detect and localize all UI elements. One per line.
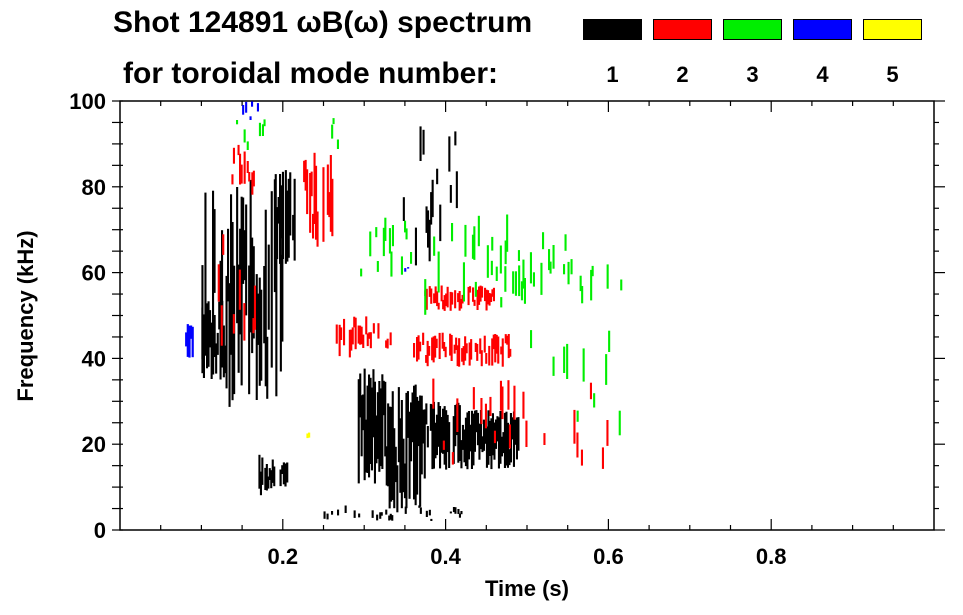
mode-1-region xyxy=(357,368,390,487)
legend-caption: for toroidal mode number: xyxy=(123,57,498,90)
mode-1-region xyxy=(274,170,296,264)
mode-5-region xyxy=(306,432,311,439)
x-tick-label: 0.4 xyxy=(430,544,461,569)
mode-1-region xyxy=(258,454,276,496)
mode-4-region xyxy=(242,101,259,120)
mode-2-region xyxy=(231,144,255,195)
mode-3-region xyxy=(530,330,621,436)
mode-2-region xyxy=(432,378,609,469)
mode-2-region xyxy=(335,316,357,358)
legend-label-mode-3: 3 xyxy=(746,62,759,87)
legend-swatch-mode-1 xyxy=(583,19,642,40)
mode-1-series xyxy=(201,126,520,521)
mode-1-region xyxy=(201,300,227,379)
legend-label-mode-4: 4 xyxy=(816,62,829,87)
mode-3-series xyxy=(236,118,623,436)
x-tick-label: 0.6 xyxy=(593,544,624,569)
mode-2-region xyxy=(413,332,512,367)
axis-ticks xyxy=(112,100,945,531)
mode-3-region xyxy=(236,119,266,150)
legend-label-mode-1: 1 xyxy=(606,62,619,87)
mode-3-region xyxy=(490,232,623,304)
y-tick-label: 0 xyxy=(94,518,106,543)
mode-5-series xyxy=(306,432,311,439)
chart-title: Shot 124891 ωB(ω) spectrum xyxy=(113,6,533,39)
x-tick-label: 0.2 xyxy=(268,544,299,569)
legend-swatch-mode-4 xyxy=(793,19,852,40)
y-tick-label: 80 xyxy=(82,175,106,200)
mode-4-series xyxy=(185,101,410,358)
legend-label-mode-2: 2 xyxy=(676,62,689,87)
mode-3-region xyxy=(331,118,339,149)
spectrogram-data xyxy=(185,101,623,521)
legend-label-mode-5: 5 xyxy=(886,62,899,87)
y-tick-label: 100 xyxy=(69,89,106,114)
y-tick-label: 40 xyxy=(82,346,106,371)
x-tick-label: 0.8 xyxy=(756,544,787,569)
legend-swatch-mode-3 xyxy=(723,19,782,40)
legend-swatch-mode-5 xyxy=(863,19,922,40)
mode-4-region xyxy=(404,267,410,272)
legend-swatch-mode-2 xyxy=(653,19,712,40)
mode-4-region xyxy=(185,324,194,358)
y-tick-label: 60 xyxy=(82,261,106,286)
mode-2-region xyxy=(303,152,334,247)
mode-3-region xyxy=(360,217,413,277)
mode-2-region xyxy=(217,234,256,346)
mode-1-region xyxy=(388,384,426,513)
mode-2-region xyxy=(424,285,495,311)
x-axis-label: Time (s) xyxy=(485,576,569,601)
mode-1-region xyxy=(402,126,458,266)
mode-3-region xyxy=(424,214,521,315)
mode-1-region xyxy=(279,462,289,487)
y-axis-label: Frequency (kHz) xyxy=(13,230,38,401)
mode-1-region xyxy=(461,410,520,470)
mode-1-region xyxy=(323,505,463,521)
mode-2-region xyxy=(357,316,392,349)
mode-2-series xyxy=(217,144,609,469)
y-tick-label: 20 xyxy=(82,432,106,457)
tick-labels: 0.2 0.4 0.6 0.8 0 20 40 60 80 100 xyxy=(69,89,786,569)
